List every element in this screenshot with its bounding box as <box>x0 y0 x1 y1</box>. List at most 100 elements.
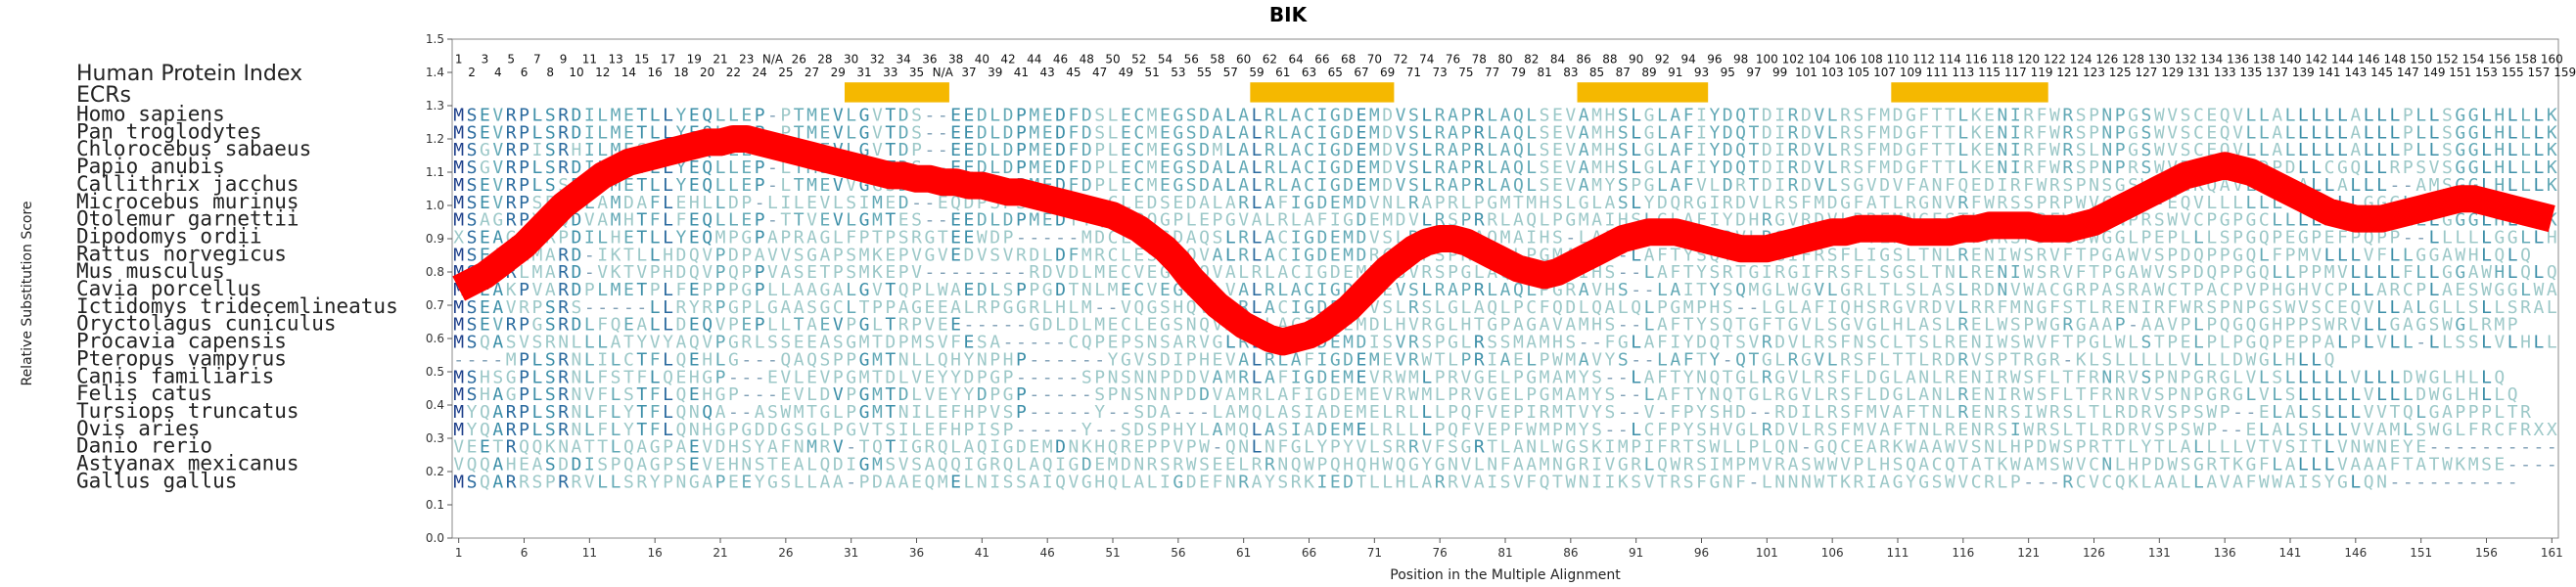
residue: P <box>977 367 988 387</box>
residue: L <box>2193 349 2204 370</box>
residue: V <box>1814 158 1824 178</box>
residue: A <box>715 402 726 423</box>
residue: F <box>1683 140 1694 160</box>
residue: V <box>2089 193 2099 213</box>
residue: S <box>545 158 556 178</box>
residue: Y <box>1696 402 1707 423</box>
residue: T <box>1683 315 1694 336</box>
residue: R <box>506 140 517 160</box>
residue: P <box>898 262 909 283</box>
residue: A <box>1500 280 1511 300</box>
residue: H <box>2494 140 2505 160</box>
residue: V <box>1487 402 1497 423</box>
residue: R <box>1238 333 1249 353</box>
residue: P <box>1631 175 1641 196</box>
residue: E <box>689 158 700 178</box>
hpi-number: 87 <box>1616 66 1631 79</box>
residue: P <box>1094 367 1105 387</box>
residue: D <box>1003 210 1014 231</box>
residue: P <box>989 384 1000 405</box>
residue: R <box>1957 349 1968 370</box>
residue: S <box>2154 384 2165 405</box>
hpi-number: 97 <box>1746 66 1761 79</box>
residue: F <box>597 420 608 440</box>
residue: R <box>911 227 922 248</box>
residue: L <box>2534 227 2545 248</box>
hpi-number: 127 <box>2136 66 2158 79</box>
residue: V <box>2311 245 2322 265</box>
residue: F <box>1657 437 1668 458</box>
residue: L <box>1081 315 1092 336</box>
residue: W <box>2154 140 2165 160</box>
residue: P <box>1173 210 1183 231</box>
x-tick-label: 31 <box>844 546 858 560</box>
residue: - <box>1644 349 1655 370</box>
residue: S <box>2481 455 2492 475</box>
residue: F <box>2062 245 2073 265</box>
residue: S <box>1853 122 1863 143</box>
residue: D <box>1316 193 1327 213</box>
residue: L <box>2350 193 2361 213</box>
residue: E <box>741 158 752 178</box>
residue: R <box>1396 384 1406 405</box>
residue: Q <box>480 472 490 492</box>
residue: M <box>806 175 817 196</box>
residue: S <box>1133 333 1144 353</box>
residue: V <box>833 175 844 196</box>
residue: L <box>1526 122 1537 143</box>
residue: R <box>1683 455 1694 475</box>
residue: G <box>846 420 856 440</box>
residue: E <box>950 227 961 248</box>
residue: R <box>1238 227 1249 248</box>
x-tick-label: 91 <box>1629 546 1643 560</box>
residue: S <box>2415 420 2426 440</box>
residue: R <box>2337 315 2348 336</box>
residue: E <box>1487 420 1497 440</box>
residue: G <box>728 349 739 370</box>
residue: T <box>636 384 647 405</box>
residue: S <box>2311 402 2322 423</box>
residue: T <box>938 227 948 248</box>
residue: A <box>833 280 844 300</box>
residue: E <box>1957 420 1968 440</box>
residue: E <box>1382 349 1393 370</box>
residue: Q <box>1709 333 1720 353</box>
residue: V <box>1644 472 1655 492</box>
residue: S <box>1500 333 1511 353</box>
residue: E <box>1330 367 1341 387</box>
residue: I <box>1316 140 1327 160</box>
residue: G <box>2089 333 2099 353</box>
residue: E <box>480 297 490 318</box>
residue: L <box>1827 175 1838 196</box>
residue: R <box>1448 367 1458 387</box>
residue: L <box>597 280 608 300</box>
residue: S <box>1094 106 1105 126</box>
residue: W <box>2010 367 2021 387</box>
residue: K <box>1840 472 1851 492</box>
residue: K <box>2128 472 2139 492</box>
residue: M <box>1540 420 1550 440</box>
residue: D <box>1055 210 1066 231</box>
residue: L <box>1918 280 1929 300</box>
residue: A <box>2337 175 2348 196</box>
residue: S <box>2154 420 2165 440</box>
hpi-number: 3 <box>482 52 489 66</box>
residue: L <box>1526 158 1537 178</box>
residue: Y <box>1723 210 1733 231</box>
residue: V <box>1396 333 1406 353</box>
residue: L <box>2403 333 2414 353</box>
residue: - <box>1631 315 1641 336</box>
residue: G <box>1487 315 1497 336</box>
residue: P <box>1631 437 1641 458</box>
residue: L <box>989 158 1000 178</box>
residue: N <box>1133 455 1144 475</box>
residue: S <box>1016 472 1027 492</box>
residue: P <box>2089 122 2099 143</box>
residue: A <box>2220 175 2231 196</box>
hpi-number: 146 <box>2358 52 2380 66</box>
residue: N <box>1998 106 2008 126</box>
residue: Q <box>1199 315 1210 336</box>
residue: E <box>675 193 686 213</box>
residue: R <box>519 297 529 318</box>
